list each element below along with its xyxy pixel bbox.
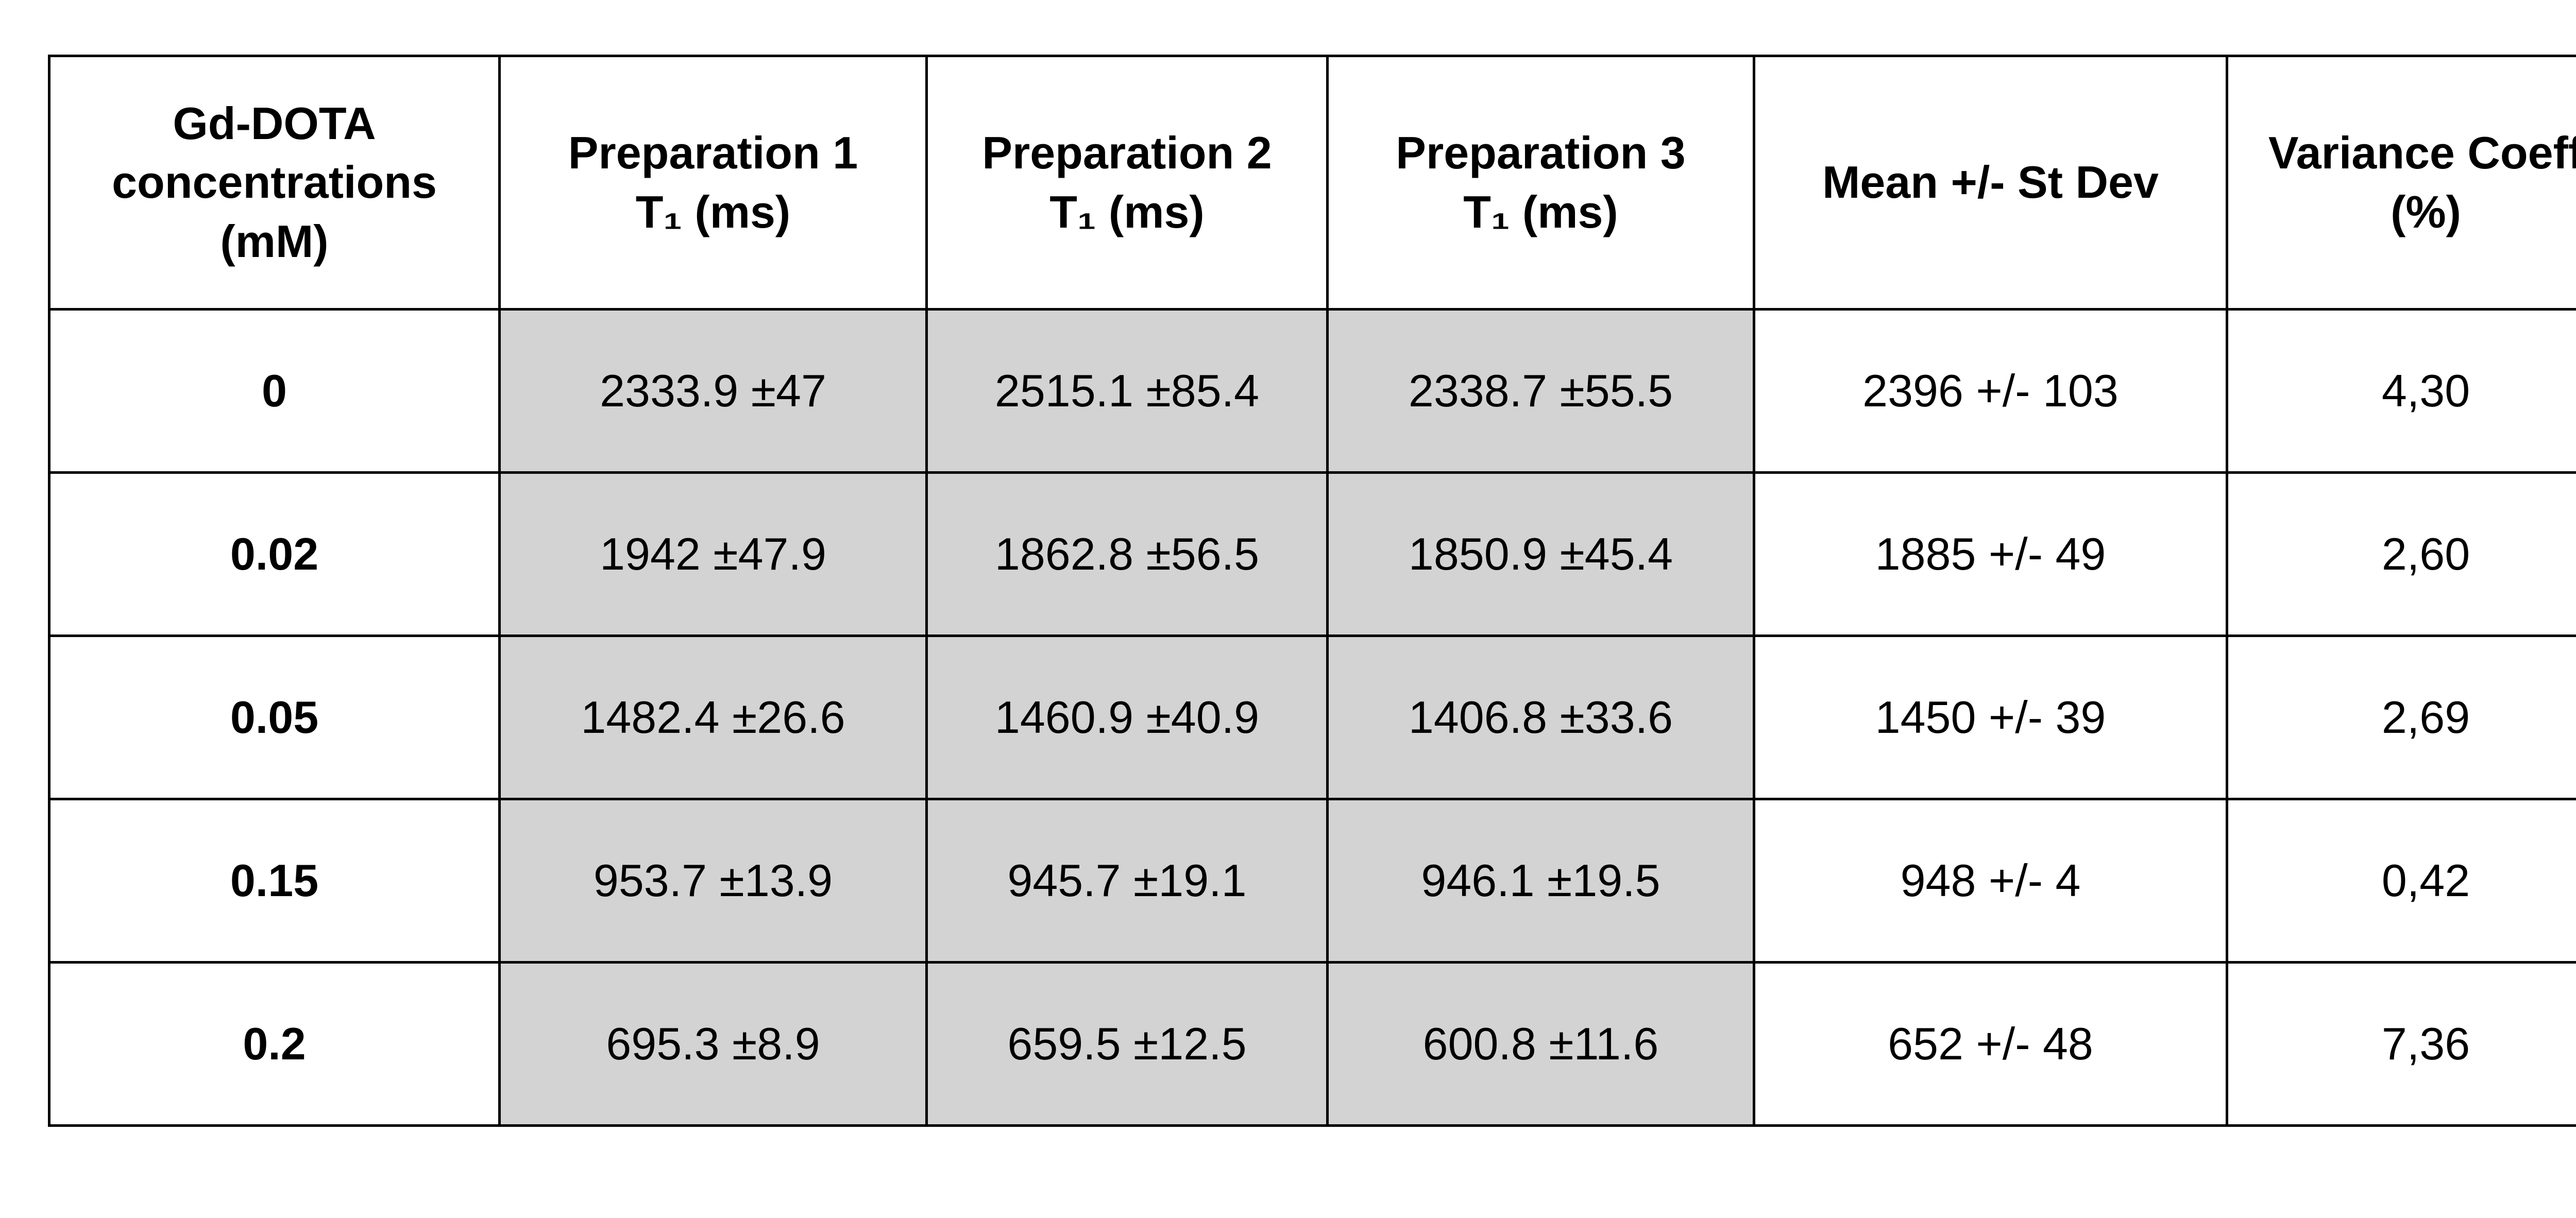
header-line: Preparation 2 — [982, 127, 1272, 179]
table-cell: 946.1 ±19.5 — [1326, 798, 1755, 964]
table-cell: 0.2 — [48, 961, 501, 1127]
header-cell: Mean +/- St Dev — [1753, 55, 2228, 311]
table-cell: 2338.7 ±55.5 — [1326, 308, 1755, 474]
header-row: Gd-DOTA concentrations (mM) Preparation 1 T₁… — [48, 55, 2576, 311]
header-line: Gd-DOTA — [173, 97, 376, 149]
table-row: 0 2333.9 ±47 2515.1 ±85.4 2338.7 ±55.5 2396 … — [48, 308, 2576, 474]
header-line: Variance Coeff — [2268, 127, 2576, 179]
table-row: 0.05 1482.4 ±26.6 1460.9 ±40.9 1406.8 ±33.6… — [48, 634, 2576, 800]
table-cell: 695.3 ±8.9 — [498, 961, 928, 1127]
header-line: T₁ (ms) — [635, 186, 791, 237]
table-row: 0.15 953.7 ±13.9 945.7 ±19.1 946.1 ±19.5 948… — [48, 798, 2576, 964]
table-cell: 953.7 ±13.9 — [498, 798, 928, 964]
header-line: concentrations — [112, 157, 437, 208]
table-cell: 652 +/- 48 — [1753, 961, 2228, 1127]
table-cell: 2515.1 ±85.4 — [925, 308, 1329, 474]
data-table: Gd-DOTA concentrations (mM) Preparation 1 T₁… — [48, 55, 2576, 1127]
header-cell: Variance Coeff (%) — [2226, 55, 2576, 311]
table-cell: 1850.9 ±45.4 — [1326, 471, 1755, 637]
table-cell: 1862.8 ±56.5 — [925, 471, 1329, 637]
table-cell: 2396 +/- 103 — [1753, 308, 2228, 474]
header-line: (%) — [2391, 186, 2461, 237]
table-cell: 0,42 — [2226, 798, 2576, 964]
table-row: 0.02 1942 ±47.9 1862.8 ±56.5 1850.9 ±45.4 18… — [48, 471, 2576, 637]
table-cell: 1885 +/- 49 — [1753, 471, 2228, 637]
table-cell: 7,36 — [2226, 961, 2576, 1127]
table-cell: 600.8 ±11.6 — [1326, 961, 1755, 1127]
header-line: T₁ (ms) — [1463, 186, 1618, 237]
table-cell: 0.05 — [48, 634, 501, 800]
header-cell: Preparation 3 T₁ (ms) — [1326, 55, 1755, 311]
table-cell: 2,60 — [2226, 471, 2576, 637]
table-cell: 1460.9 ±40.9 — [925, 634, 1329, 800]
table-cell: 1406.8 ±33.6 — [1326, 634, 1755, 800]
table-cell: 1482.4 ±26.6 — [498, 634, 928, 800]
header-line: Preparation 1 — [568, 127, 858, 179]
header-cell: Preparation 2 T₁ (ms) — [925, 55, 1329, 311]
table-cell: 2333.9 ±47 — [498, 308, 928, 474]
header-line: T₁ (ms) — [1049, 186, 1205, 237]
table-cell: 659.5 ±12.5 — [925, 961, 1329, 1127]
table-cell: 4,30 — [2226, 308, 2576, 474]
header-line: Preparation 3 — [1396, 127, 1686, 179]
table-cell: 0.15 — [48, 798, 501, 964]
table-cell: 2,69 — [2226, 634, 2576, 800]
table-row: 0.2 695.3 ±8.9 659.5 ±12.5 600.8 ±11.6 652 +… — [48, 961, 2576, 1127]
header-cell: Gd-DOTA concentrations (mM) — [48, 55, 501, 311]
header-line: (mM) — [220, 215, 329, 267]
table-cell: 0.02 — [48, 471, 501, 637]
table-cell: 945.7 ±19.1 — [925, 798, 1329, 964]
table-body: 0 2333.9 ±47 2515.1 ±85.4 2338.7 ±55.5 2396 … — [48, 308, 2576, 1127]
header-line: Mean +/- St Dev — [1822, 157, 2159, 208]
header-cell: Preparation 1 T₁ (ms) — [498, 55, 928, 311]
table-cell: 0 — [48, 308, 501, 474]
table-cell: 948 +/- 4 — [1753, 798, 2228, 964]
table-cell: 1942 ±47.9 — [498, 471, 928, 637]
table-cell: 1450 +/- 39 — [1753, 634, 2228, 800]
